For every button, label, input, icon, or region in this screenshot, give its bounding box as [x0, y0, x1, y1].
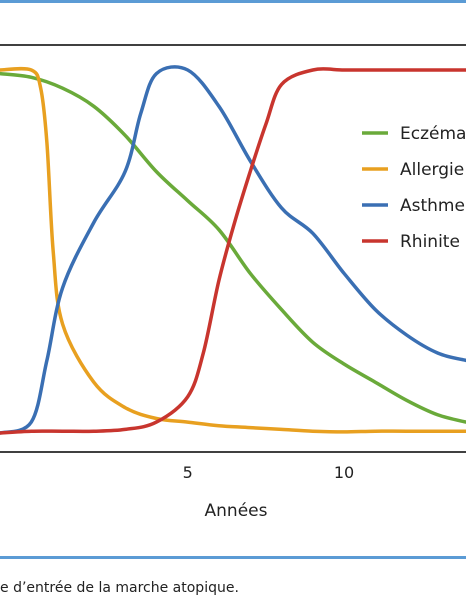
legend-label-3: Rhinite — [400, 232, 460, 252]
atopic-march-chart: 5 10 Années Eczéma Allergie Asthme Rhinite — [0, 44, 466, 521]
figure-bottom-rule — [0, 556, 466, 559]
x-tick-labels: 5 10 — [183, 463, 355, 482]
series-line-0 — [0, 71, 466, 424]
series-line-2 — [0, 65, 466, 435]
series-layer — [0, 65, 466, 435]
figure-top-rule — [0, 0, 466, 3]
legend-label-1: Allergie — [400, 160, 464, 180]
x-tick-label-1: 10 — [334, 463, 354, 482]
legend-label-0: Eczéma — [400, 124, 466, 144]
series-line-3 — [0, 67, 466, 435]
x-tick-label-0: 5 — [183, 463, 193, 482]
legend: Eczéma Allergie Asthme Rhinite — [362, 124, 466, 252]
legend-label-2: Asthme — [400, 196, 465, 216]
figure-caption: e d’entrée de la marche atopique. — [0, 580, 239, 596]
legend-item-0: Eczéma — [362, 124, 466, 144]
x-axis-label: Années — [205, 501, 268, 521]
legend-item-3: Rhinite — [362, 232, 460, 252]
legend-item-1: Allergie — [362, 160, 464, 180]
legend-item-2: Asthme — [362, 196, 465, 216]
